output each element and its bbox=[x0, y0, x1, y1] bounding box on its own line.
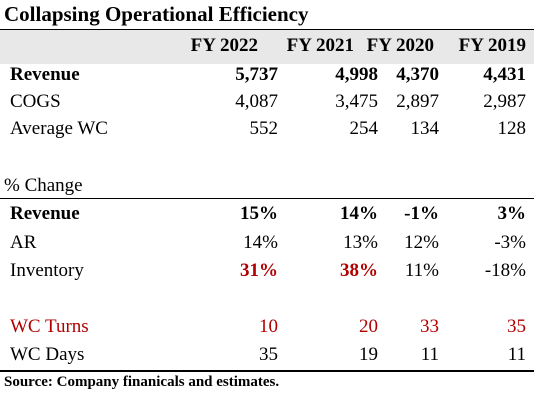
section-rule bbox=[0, 198, 534, 199]
col-header: FY 2021 bbox=[286, 35, 354, 56]
col-header: FY 2022 bbox=[190, 35, 258, 56]
cell: 15% bbox=[240, 203, 278, 224]
cell: 33 bbox=[420, 316, 439, 337]
table-title: Collapsing Operational Efficiency bbox=[4, 2, 309, 26]
row-label: Revenue bbox=[10, 203, 80, 224]
table-row: Average WC 552 254 134 128 bbox=[0, 115, 534, 143]
cell: 35 bbox=[259, 344, 278, 365]
cell: 254 bbox=[349, 118, 379, 139]
cell-highlight: 38% bbox=[340, 260, 378, 281]
cell: 3,475 bbox=[335, 91, 378, 112]
header-row: FY 2022 FY 2021 FY 2020 FY 2019 bbox=[0, 32, 534, 60]
row-label: WC Days bbox=[10, 344, 85, 365]
cell: 3% bbox=[497, 203, 527, 224]
cell-highlight: 31% bbox=[240, 260, 278, 281]
cell: 12% bbox=[404, 232, 439, 253]
cell: 14% bbox=[243, 232, 278, 253]
table-row: Inventory 31% 38% 11% -18% bbox=[0, 257, 534, 285]
section-header-row: % Change bbox=[0, 172, 534, 200]
table-row: WC Days 35 19 11 11 bbox=[0, 341, 534, 369]
cell: 134 bbox=[410, 118, 440, 139]
cell: 14% bbox=[340, 203, 378, 224]
cell: 5,737 bbox=[235, 64, 278, 85]
row-label: Revenue bbox=[10, 64, 80, 85]
section-label: % Change bbox=[4, 175, 83, 196]
table-row: AR 14% 13% 12% -3% bbox=[0, 229, 534, 257]
source-note: Source: Company finanicals and estimates… bbox=[4, 374, 280, 390]
cell: 10 bbox=[259, 316, 278, 337]
row-label: Average WC bbox=[10, 118, 108, 139]
row-label: AR bbox=[10, 232, 37, 253]
cell: 4,087 bbox=[235, 91, 278, 112]
cell: 4,370 bbox=[396, 64, 439, 85]
table-row: Revenue 5,737 4,998 4,370 4,431 bbox=[0, 61, 534, 89]
cell: 4,431 bbox=[483, 64, 526, 85]
cell: 2,897 bbox=[396, 91, 439, 112]
cell: 11% bbox=[404, 260, 439, 281]
table-row: Revenue 15% 14% -1% 3% bbox=[0, 200, 534, 228]
col-header: FY 2020 bbox=[366, 35, 434, 56]
table-row: COGS 4,087 3,475 2,897 2,987 bbox=[0, 88, 534, 116]
cell: 35 bbox=[507, 316, 526, 337]
cell: 4,998 bbox=[335, 64, 378, 85]
cell: 13% bbox=[343, 232, 378, 253]
col-header: FY 2019 bbox=[458, 35, 526, 56]
cell: 20 bbox=[359, 316, 378, 337]
row-label: COGS bbox=[10, 91, 61, 112]
header-band bbox=[0, 30, 534, 64]
cell: 11 bbox=[507, 344, 526, 365]
cell: 11 bbox=[420, 344, 439, 365]
table-row: WC Turns 10 20 33 35 bbox=[0, 313, 534, 341]
row-label: Inventory bbox=[10, 260, 84, 281]
cell: -3% bbox=[494, 232, 526, 253]
footer-rule bbox=[0, 370, 534, 372]
cell: 2,987 bbox=[483, 91, 526, 112]
cell: -18% bbox=[484, 260, 526, 281]
cell: 552 bbox=[249, 118, 279, 139]
cell: -1% bbox=[404, 203, 439, 224]
cell: 19 bbox=[359, 344, 378, 365]
cell: 128 bbox=[497, 118, 527, 139]
row-label: WC Turns bbox=[10, 316, 89, 337]
